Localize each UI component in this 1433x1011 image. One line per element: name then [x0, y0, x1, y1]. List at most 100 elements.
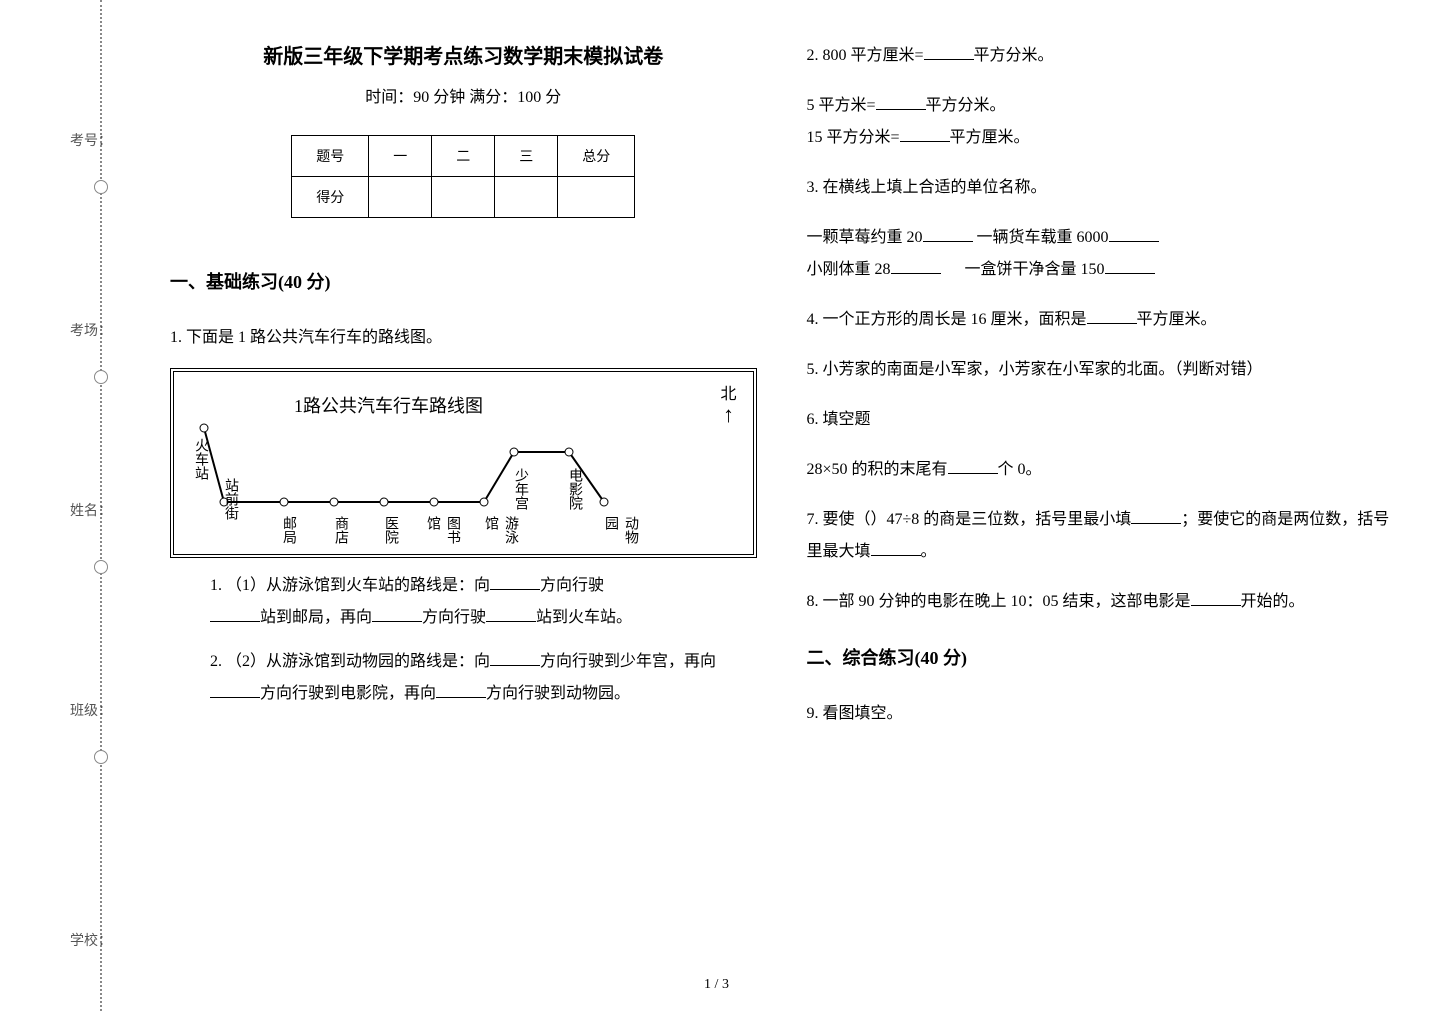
stop-label: 商店	[330, 516, 350, 544]
q1-sub2-text: 2. （2）从游泳馆到动物园的路线是：向	[210, 653, 490, 670]
score-col: 三	[495, 136, 558, 177]
binding-label-room: 考场：	[70, 320, 112, 340]
q4: 4. 一个正方形的周长是 16 厘米，面积是 平方厘米。	[807, 304, 1394, 336]
q1-sub1-text: 站到邮局，再向	[260, 609, 372, 626]
route-node	[330, 498, 338, 506]
stop-label: 医院	[380, 516, 400, 544]
q3-body: 一颗草莓约重 20 一辆货车载重 6000 小刚体重 28 一盒饼干净含量 15…	[807, 222, 1394, 286]
q7-text: 。	[921, 543, 937, 560]
q1-sub1-text: 方向行驶	[540, 577, 604, 594]
fill-blank	[486, 606, 536, 622]
q8: 8. 一部 90 分钟的电影在晚上 10：05 结束，这部电影是开始的。	[807, 586, 1394, 618]
route-node	[480, 498, 488, 506]
north-indicator: 北 ↑	[720, 380, 736, 426]
q3-text: 一颗草莓约重 20	[807, 229, 923, 246]
score-table: 题号 一 二 三 总分 得分	[291, 135, 635, 218]
section2-head: 二、综合练习(40 分)	[807, 644, 1394, 670]
score-col: 一	[369, 136, 432, 177]
fill-blank	[372, 606, 422, 622]
q5: 5. 小芳家的南面是小军家，小芳家在小军家的北面。（判断对错）	[807, 354, 1394, 386]
fill-blank	[1191, 590, 1241, 606]
route-node	[600, 498, 608, 506]
binding-circle	[94, 750, 108, 764]
binding-label-name: 姓名：	[70, 500, 112, 520]
stop-label: 电影院	[564, 468, 584, 510]
fill-blank	[924, 44, 974, 60]
q1-sub2-text: 方向行驶到少年宫，再向	[540, 653, 716, 670]
stop-label: 火车站	[190, 438, 210, 480]
score-col: 题号	[292, 136, 369, 177]
route-diagram: 1路公共汽车行车路线图 北 ↑ 火车站 站前街 邮局 商店	[170, 368, 757, 558]
q1-sub1-text: 站到火车站。	[536, 609, 632, 626]
doc-subtitle: 时间：90 分钟 满分：100 分	[170, 83, 757, 107]
fill-blank	[923, 226, 973, 242]
q2-sub: 5 平方米= 平方分米。 15 平方分米= 平方厘米。	[807, 90, 1394, 154]
score-cell	[495, 177, 558, 218]
q7: 7. 要使（）47÷8 的商是三位数，括号里最小填；要使它的商是两位数，括号里最…	[807, 504, 1394, 568]
q9: 9. 看图填空。	[807, 698, 1394, 730]
north-label: 北	[720, 380, 736, 404]
binding-label-examnum: 考号：	[70, 130, 112, 150]
q3-text: 一辆货车载重 6000	[977, 229, 1109, 246]
binding-label-school: 学校：	[70, 930, 112, 950]
q6-body: 28×50 的积的末尾有 个 0。	[807, 454, 1394, 486]
q3-text: 小刚体重 28	[807, 261, 891, 278]
stop-label: 邮局	[278, 516, 298, 544]
q4-text: 4. 一个正方形的周长是 16 厘米，面积是	[807, 311, 1087, 328]
stop-label: 图书馆	[422, 516, 462, 554]
fill-blank	[1105, 258, 1155, 274]
score-row-label: 得分	[292, 177, 369, 218]
q1-sub2-text: 方向行驶到电影院，再向	[260, 685, 436, 702]
score-table-score-row: 得分	[292, 177, 635, 218]
q2-text: 平方分米。	[926, 97, 1006, 114]
score-cell	[558, 177, 635, 218]
binding-label-class: 班级：	[70, 700, 112, 720]
fill-blank	[490, 650, 540, 666]
q2-text: 5 平方米=	[807, 97, 876, 114]
binding-circle	[94, 560, 108, 574]
q3-text: 一盒饼干净含量 150	[965, 261, 1105, 278]
q1-sub2: 2. （2）从游泳馆到动物园的路线是：向 方向行驶到少年宫，再向方向行驶到电影院，…	[210, 646, 757, 710]
doc-title: 新版三年级下学期考点练习数学期末模拟试卷	[170, 40, 757, 69]
score-col: 总分	[558, 136, 635, 177]
q8-text: 开始的。	[1241, 593, 1305, 610]
fill-blank	[210, 682, 260, 698]
right-column: 2. 800 平方厘米= 平方分米。 5 平方米= 平方分米。 15 平方分米= 平方…	[807, 40, 1394, 748]
q2-text: 平方分米。	[974, 47, 1054, 64]
q1-sub1-text: 1. （1）从游泳馆到火车站的路线是：向	[210, 577, 490, 594]
fill-blank	[1131, 508, 1181, 524]
fill-blank	[891, 258, 941, 274]
q6-intro: 6. 填空题	[807, 404, 1394, 436]
fill-blank	[876, 94, 926, 110]
q2-text: 15 平方分米=	[807, 129, 900, 146]
north-arrow-icon: ↑	[720, 404, 736, 426]
left-column: 新版三年级下学期考点练习数学期末模拟试卷 时间：90 分钟 满分：100 分 题…	[170, 40, 757, 748]
q1-sub1-text: 方向行驶	[422, 609, 486, 626]
score-table-header-row: 题号 一 二 三 总分	[292, 136, 635, 177]
q2-text: 平方厘米。	[950, 129, 1030, 146]
stop-label: 站前街	[220, 478, 240, 520]
q6-text: 28×50 的积的末尾有	[807, 461, 948, 478]
score-col: 二	[432, 136, 495, 177]
fill-blank	[490, 574, 540, 590]
fill-blank	[436, 682, 486, 698]
q2-text: 2. 800 平方厘米=	[807, 47, 924, 64]
route-node	[200, 424, 208, 432]
fill-blank	[871, 540, 921, 556]
fill-blank	[1087, 308, 1137, 324]
route-path	[204, 428, 604, 502]
score-cell	[432, 177, 495, 218]
q6-text: 个 0。	[998, 461, 1042, 478]
section1-head: 一、基础练习(40 分)	[170, 268, 757, 294]
q4-text: 平方厘米。	[1137, 311, 1217, 328]
route-node	[280, 498, 288, 506]
stop-label: 动物园	[600, 516, 640, 554]
fill-blank	[948, 458, 998, 474]
q3-intro: 3. 在横线上填上合适的单位名称。	[807, 172, 1394, 204]
fill-blank	[210, 606, 260, 622]
route-node	[565, 448, 573, 456]
q1-sub1: 1. （1）从游泳馆到火车站的路线是：向方向行驶 站到邮局，再向方向行驶站到火车…	[210, 570, 757, 634]
q1-sub2-text: 方向行驶到动物园。	[486, 685, 630, 702]
route-node	[380, 498, 388, 506]
q7-text: 7. 要使（）47÷8 的商是三位数，括号里最小填	[807, 511, 1132, 528]
